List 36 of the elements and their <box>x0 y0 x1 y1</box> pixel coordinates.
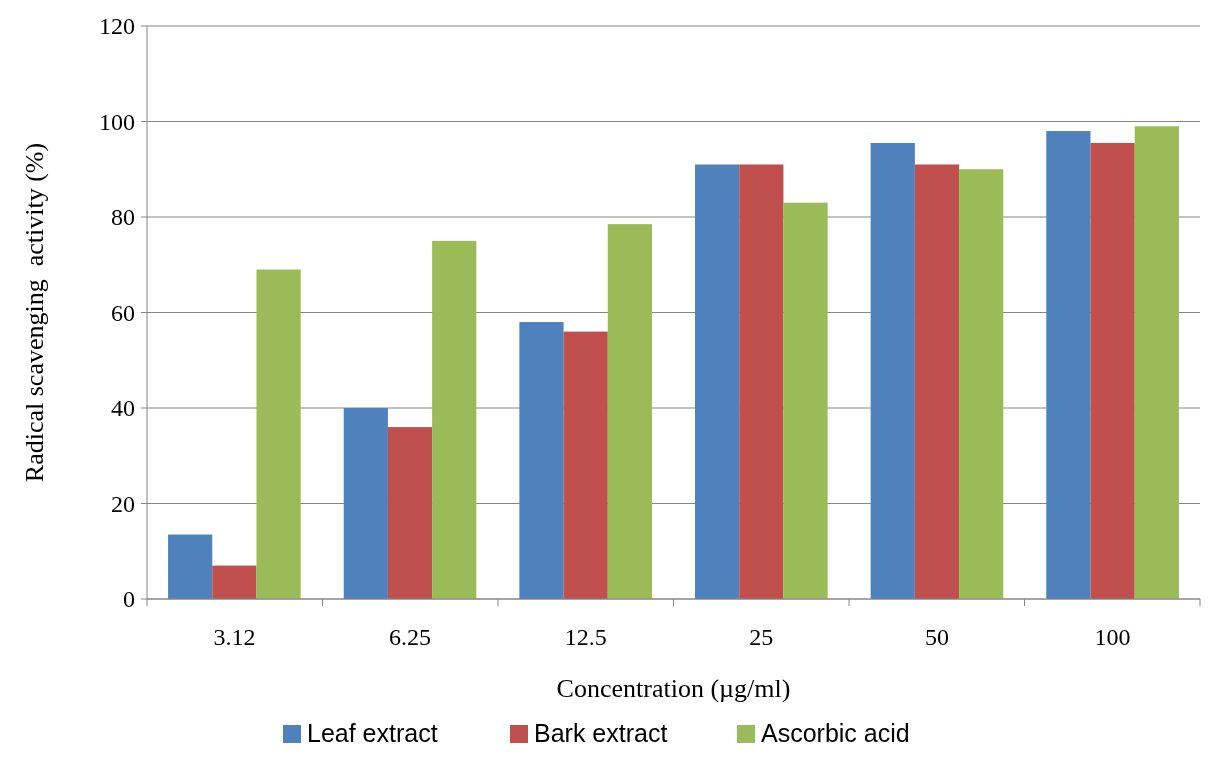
bar <box>783 202 828 599</box>
y-tick-label: 60 <box>111 299 135 326</box>
bar <box>432 240 477 599</box>
bar <box>519 322 564 599</box>
bar <box>870 142 915 599</box>
y-tick-label: 100 <box>99 108 135 135</box>
bar <box>1046 131 1091 599</box>
bar <box>387 427 433 599</box>
bar <box>914 164 960 599</box>
bar <box>959 169 1004 599</box>
bar <box>607 224 652 599</box>
bar <box>739 164 784 599</box>
y-axis-title: Radical scavenging activity (%) <box>20 142 49 483</box>
y-tick-label: 120 <box>99 13 135 40</box>
x-tick-label: 6.25 <box>389 624 432 650</box>
bar <box>212 565 257 599</box>
bar <box>695 164 740 599</box>
y-tick-label: 20 <box>111 490 135 517</box>
x-tick-label: 50 <box>924 624 949 650</box>
y-tick-label: 80 <box>111 204 135 231</box>
bar <box>1090 142 1135 599</box>
legend-label: Bark extract <box>534 719 668 747</box>
y-tick-label: 0 <box>123 586 135 613</box>
legend-label: Ascorbic acid <box>761 719 910 747</box>
bar <box>168 534 213 599</box>
bar <box>563 331 608 599</box>
bar <box>1134 126 1179 599</box>
x-tick-label: 25 <box>749 624 774 650</box>
x-tick-label: 100 <box>1094 624 1131 650</box>
x-tick-label: 3.12 <box>213 624 256 650</box>
y-tick-label: 40 <box>111 395 135 422</box>
x-tick-label: 12.5 <box>564 624 607 650</box>
bar <box>343 408 388 599</box>
bar <box>256 269 301 599</box>
legend-label: Leaf extract <box>307 719 438 747</box>
x-axis-title: Concentration (µg/ml) <box>556 674 791 703</box>
